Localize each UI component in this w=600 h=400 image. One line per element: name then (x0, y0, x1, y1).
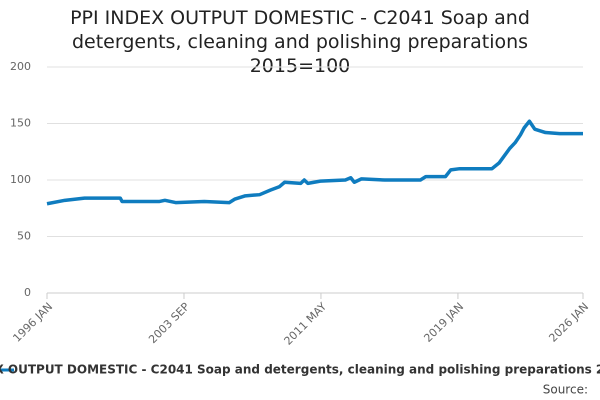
x-tick-label: 1996 JAN (10, 300, 55, 345)
x-tick-label: 2019 JAN (421, 300, 466, 345)
x-tick-label: 2011 MAY (282, 300, 330, 348)
x-tick-label: 2026 JAN (546, 300, 591, 345)
y-tick-label: 150 (10, 117, 31, 130)
y-tick-label: 100 (10, 173, 31, 186)
series-line (46, 119, 583, 206)
source: Source: (543, 383, 588, 397)
legend-label: PPI INDEX OUTPUT DOMESTIC - C2041 Soap a… (0, 363, 600, 377)
chart-title: PPI INDEX OUTPUT DOMESTIC - C2041 Soap a… (70, 7, 530, 77)
y-tick-label: 50 (17, 230, 31, 243)
x-tick-label: 2003 SEP (146, 300, 192, 346)
y-tick-label: 200 (10, 60, 31, 73)
y-tick-label: 0 (24, 286, 31, 299)
